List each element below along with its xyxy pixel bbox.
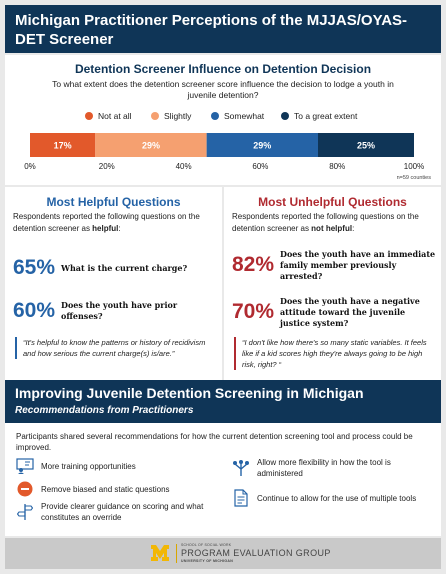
remove-icon [16,480,34,498]
helpful-item-pct: 60% [13,299,56,322]
unhelpful-item-text: Does the youth have a negative attitude … [280,295,420,328]
helpful-intro: Respondents reported the following quest… [13,211,218,234]
x-tick-label: 80% [329,162,345,171]
bar-segment-2 [95,133,207,157]
tools-icon [232,489,250,507]
recommendation-item: More training opportunities [16,457,221,475]
logo-university: UNIVERSITY OF MICHIGAN [181,559,234,563]
bar-value-label: 29% [142,141,160,151]
chart-question: To what extent does the detention screen… [52,79,394,100]
university-logo-icon [151,545,169,561]
bar-value-label: 29% [253,141,271,151]
helpful-intro-text: Respondents reported the following quest… [13,212,200,233]
recommendations-intro: Participants shared several recommendati… [16,432,413,452]
unhelpful-intro-bold: not helpful [311,223,353,233]
bar-value-label: 25% [357,141,375,151]
helpful-item-text: Does the youth have prior offenses? [61,300,178,321]
legend-item-not-at-all: Not at all [85,111,132,121]
guidance-icon [16,503,34,521]
legend-item-somewhat: Somewhat [211,111,264,121]
chart-legend: Not at all Slightly Somewhat To a great … [85,111,385,125]
unhelpful-intro-end: : [352,223,355,233]
logo-school: SCHOOL OF SOCIAL WORK [181,543,232,547]
legend-label: Not at all [98,111,132,121]
recommendation-item: Remove biased and static questions [16,480,221,498]
x-tick-label: 0% [24,162,36,171]
helpful-intro-end: : [118,223,121,233]
recommendations-title: Improving Juvenile Detention Screening i… [15,385,364,401]
unhelpful-item: 70% Does the youth have a negative attit… [232,292,437,332]
x-tick-label: 60% [252,162,268,171]
helpful-item: 60% Does the youth have prior offenses? [13,296,218,326]
bar-segment-3 [206,133,318,157]
recommendation-text: Allow more flexibility in how the tool i… [257,458,391,478]
recommendation-item: Allow more flexibility in how the tool i… [232,457,432,479]
recommendation-text: More training opportunities [41,461,136,471]
helpful-title: Most Helpful Questions [46,195,181,209]
helpful-quote: “It's helpful to know the patterns or hi… [15,337,215,359]
legend-swatch [211,112,219,120]
recommendation-text: Provide clearer guidance on scoring and … [41,502,204,522]
training-icon [16,457,34,475]
recommendations-subtitle: Recommendations from Practitioners [15,405,194,416]
x-tick-label: 40% [176,162,192,171]
unhelpful-item-text: Does the youth have an immediate family … [280,248,436,281]
legend-swatch [281,112,289,120]
legend-label: Slightly [164,111,192,121]
logo-separator [176,544,177,563]
chart-title: Detention Screener Influence on Detentio… [74,62,372,76]
unhelpful-title: Most Unhelpful Questions [258,195,407,209]
legend-item-slightly: Slightly [151,111,191,121]
unhelpful-item: 82% Does the youth have an immediate fam… [232,245,437,285]
logo-group-name: PROGRAM EVALUATION GROUP [181,548,331,558]
legend-label: Somewhat [224,111,265,121]
chart-panel: Detention Screener Influence on Detentio… [5,55,441,185]
recommendations-panel: Participants shared several recommendati… [5,423,441,536]
recommendation-item: Provide clearer guidance on scoring and … [16,501,221,523]
unhelpful-item-pct: 70% [232,300,275,323]
recommendation-item: Continue to allow for the use of multipl… [232,489,432,507]
legend-item-great-extent: To a great extent [281,111,357,121]
flexibility-icon [232,459,250,477]
helpful-questions-panel: Most Helpful Questions Respondents repor… [5,187,222,380]
footer: SCHOOL OF SOCIAL WORK PROGRAM EVALUATION… [5,538,441,569]
page-header: Michigan Practitioner Perceptions of the… [5,5,441,53]
helpful-item-text: What is the current charge? [61,262,188,273]
unhelpful-questions-panel: Most Unhelpful Questions Respondents rep… [224,187,441,380]
unhelpful-quote: “I don't like how there's so many static… [234,337,434,370]
legend-swatch [85,112,93,120]
helpful-item: 65% What is the current charge? [13,253,218,283]
bar-value-label: 17% [54,141,72,151]
bar-segment-1 [30,133,96,157]
x-tick-label: 20% [99,162,115,171]
helpful-intro-bold: helpful [92,223,119,233]
helpful-item-pct: 65% [13,256,56,279]
unhelpful-item-pct: 82% [232,253,275,276]
stacked-bar-chart: 17% 29% 29% 25% 0% 20% 40% 60% 80% 100% [24,133,424,171]
legend-swatch [151,112,159,120]
legend-label: To a great extent [294,111,358,121]
recommendations-header: Improving Juvenile Detention Screening i… [5,380,441,423]
recommendation-text: Remove biased and static questions [41,484,170,494]
unhelpful-intro-text: Respondents reported the following quest… [232,212,419,233]
page-title: Michigan Practitioner Perceptions of the… [15,12,408,48]
sample-size-note: n=59 counties [396,175,431,181]
bar-segment-4 [318,133,414,157]
recommendation-text: Continue to allow for the use of multipl… [257,493,417,503]
unhelpful-intro: Respondents reported the following quest… [232,211,437,234]
x-tick-label: 100% [404,162,424,171]
